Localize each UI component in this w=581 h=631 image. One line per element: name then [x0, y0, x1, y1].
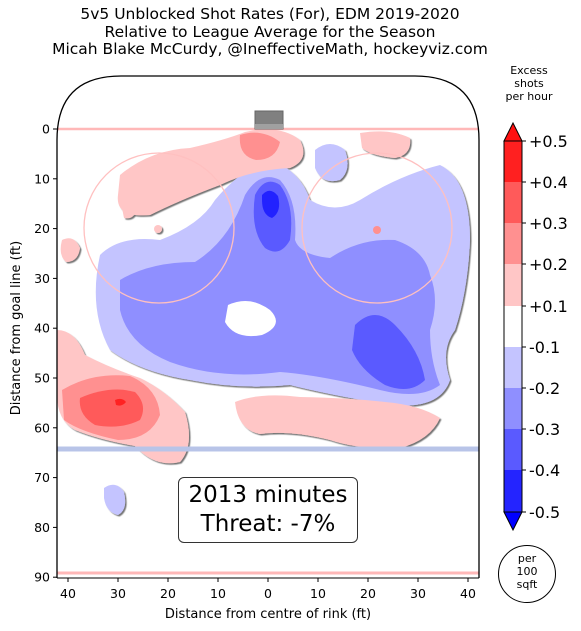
y-tick-label: 60	[34, 420, 50, 435]
x-tick-label: 30	[110, 586, 126, 601]
heat-hole	[225, 301, 276, 337]
heat-region-red-11	[154, 225, 162, 233]
colorbar-tick-label: -0.1	[529, 338, 560, 357]
y-axis-label: Distance from goal line (ft)	[9, 241, 24, 415]
heat-region-red-8	[115, 398, 126, 406]
x-tick-label: 0	[264, 586, 272, 601]
heat-region-red-10	[122, 205, 136, 219]
y-tick-label: 80	[34, 520, 50, 535]
heat-region-blue-1b	[315, 144, 348, 182]
x-tick-label: 30	[410, 586, 426, 601]
y-tick-label: 90	[34, 570, 50, 585]
colorbar-band	[504, 470, 522, 512]
rink-markings	[57, 110, 479, 575]
y-tick-label: 10	[34, 171, 50, 186]
threat-text: Threat: -7%	[200, 511, 336, 537]
unit-line-1: per	[517, 552, 537, 565]
y-tick-label: 70	[34, 470, 50, 485]
faceoff-circle-right	[301, 152, 453, 304]
colorbar-extend-top	[503, 121, 523, 142]
y-tick-label: 20	[34, 221, 50, 236]
colorbar-band	[504, 264, 522, 306]
colorbar-tick-label: -0.3	[529, 420, 560, 439]
minutes-text: 2013 minutes	[188, 482, 348, 508]
net-base	[255, 124, 283, 129]
chart-title: 5v5 Unblocked Shot Rates (For), EDM 2019…	[0, 5, 540, 59]
x-axis-label: Distance from centre of rink (ft)	[165, 607, 371, 622]
heat-region-red-12	[373, 226, 381, 234]
unit-line-3: sqft	[516, 578, 538, 591]
colorbar-band	[504, 388, 522, 429]
y-tick-label: 50	[34, 371, 50, 386]
x-tick-label: 40	[60, 586, 76, 601]
heat-region-red-3	[360, 131, 411, 158]
colorbar-title-line-2: shots	[514, 77, 544, 90]
colorbar-title-line-3: per hour	[505, 90, 553, 103]
colorbar-tick-label: +0.3	[529, 214, 568, 233]
title-line-1: 5v5 Unblocked Shot Rates (For), EDM 2019…	[80, 5, 460, 23]
colorbar-title: Excess shots per hour	[498, 64, 560, 103]
colorbar-tick-label: +0.5	[529, 132, 568, 151]
colorbar-band	[504, 182, 522, 223]
unit-badge: per 100 sqft	[498, 545, 556, 603]
y-tick-label: 0	[42, 122, 50, 137]
x-axis: 40 30 20 10 0 10 20 30 40	[60, 578, 476, 601]
title-line-2: Relative to League Average for the Seaso…	[104, 22, 436, 41]
colorbar-tick-label: +0.1	[529, 297, 568, 316]
colorbar-band	[504, 141, 522, 182]
rink-boards	[56, 75, 480, 578]
summary-box: 2013 minutes Threat: -7%	[178, 477, 358, 543]
colorbar-band	[504, 429, 522, 470]
colorbar-band	[504, 347, 522, 388]
colorbar-tick-label: +0.4	[529, 173, 568, 192]
colorbar-tick-label: -0.5	[529, 503, 560, 522]
y-tick-label: 40	[34, 321, 50, 336]
colorbar-band	[504, 306, 522, 347]
colorbar-tick-label: -0.4	[529, 461, 560, 480]
heat-region-blue-3	[352, 315, 425, 389]
x-tick-label: 20	[160, 586, 176, 601]
colorbar-tick-label: -0.2	[529, 379, 560, 398]
y-axis: 0 10 20 30 40 50 60 70 80 90	[34, 122, 57, 585]
unit-line-2: 100	[516, 565, 538, 578]
heat-region-red-4	[60, 238, 80, 262]
heat-region-blue-4	[262, 190, 280, 218]
heat-region-blue-1c	[104, 484, 126, 515]
colorbar-band	[504, 223, 522, 264]
faceoff-circle-left	[83, 152, 235, 304]
heat-region-red-9	[235, 395, 440, 449]
colorbar-outline	[503, 140, 523, 513]
x-tick-label: 20	[360, 586, 376, 601]
heat-region-red-2	[239, 132, 280, 160]
colorbar: +0.5 +0.4 +0.3 +0.2 +0.1 -0.1 -0.2 -0.3 -0.4 -0.5	[503, 121, 568, 532]
heat-region-red-7	[79, 389, 144, 427]
colorbar-extend-bottom	[503, 511, 523, 532]
y-tick-label: 30	[34, 271, 50, 286]
colorbar-tick-label: +0.2	[529, 255, 568, 274]
x-tick-label: 40	[460, 586, 476, 601]
x-tick-label: 10	[310, 586, 326, 601]
colorbar-title-line-1: Excess	[510, 64, 548, 77]
heatmap-layer	[57, 129, 470, 515]
x-tick-label: 10	[210, 586, 226, 601]
title-line-3: Micah Blake McCurdy, @IneffectiveMath, h…	[52, 40, 488, 58]
